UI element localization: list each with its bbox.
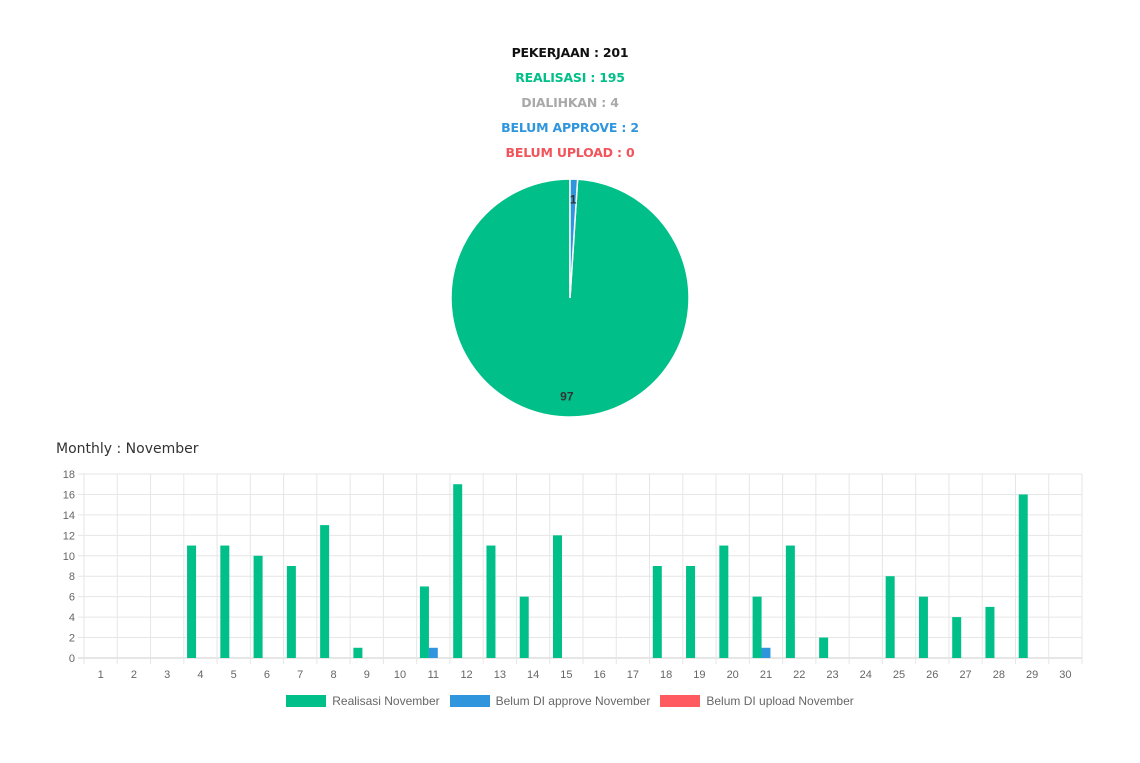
bar-0-23[interactable] — [819, 637, 829, 658]
legend-swatch-realisasi — [286, 695, 327, 707]
x-tick-label: 3 — [164, 669, 170, 681]
y-tick-label: 10 — [63, 551, 75, 563]
bar-0-11[interactable] — [419, 586, 429, 658]
monthly-title: Monthly : November — [56, 441, 199, 457]
bar-0-18[interactable] — [652, 566, 662, 658]
x-tick-label: 24 — [860, 669, 872, 681]
bar-0-7[interactable] — [286, 566, 296, 658]
x-tick-label: 13 — [494, 669, 506, 681]
y-tick-label: 14 — [63, 510, 75, 522]
x-tick-label: 30 — [1059, 669, 1071, 681]
x-tick-label: 9 — [364, 669, 370, 681]
y-tick-label: 18 — [63, 469, 75, 481]
belum-approve-count: BELUM APPROVE : 2 — [501, 120, 639, 135]
bar-0-25[interactable] — [885, 576, 895, 658]
legend-item-realisasi[interactable]: Realisasi November — [286, 694, 440, 708]
pie-chart: 97 1 — [450, 178, 690, 418]
x-tick-label: 1 — [98, 669, 104, 681]
x-tick-label: 29 — [1026, 669, 1038, 681]
bar-0-13[interactable] — [486, 545, 496, 658]
bar-0-15[interactable] — [552, 535, 562, 658]
x-tick-label: 19 — [693, 669, 705, 681]
bar-0-19[interactable] — [686, 566, 696, 658]
pekerjaan-total: PEKERJAAN : 201 — [511, 45, 629, 60]
x-tick-label: 10 — [394, 669, 406, 681]
summary-stats: PEKERJAAN : 201 REALISASI : 195 DIALIHKA… — [0, 44, 1140, 169]
x-tick-label: 20 — [727, 669, 739, 681]
bar-0-21[interactable] — [752, 596, 762, 658]
x-tick-label: 18 — [660, 669, 672, 681]
x-tick-label: 8 — [330, 669, 336, 681]
bar-0-29[interactable] — [1018, 494, 1028, 658]
bar-1-11[interactable] — [428, 647, 438, 658]
bar-0-22[interactable] — [785, 545, 795, 658]
legend-label-belum-approve: Belum DI approve November — [495, 694, 651, 708]
bar-1-21[interactable] — [761, 647, 771, 658]
x-tick-label: 21 — [760, 669, 772, 681]
bar-0-9[interactable] — [353, 647, 363, 658]
belum-upload-count: BELUM UPLOAD : 0 — [505, 145, 635, 160]
bar-0-6[interactable] — [253, 555, 263, 658]
bar-0-5[interactable] — [220, 545, 230, 658]
y-tick-label: 6 — [69, 592, 75, 604]
x-tick-label: 27 — [959, 669, 971, 681]
x-tick-label: 23 — [826, 669, 838, 681]
x-tick-label: 6 — [264, 669, 270, 681]
bar-0-26[interactable] — [918, 596, 928, 658]
x-tick-label: 28 — [993, 669, 1005, 681]
x-tick-label: 14 — [527, 669, 539, 681]
y-tick-label: 4 — [69, 612, 75, 624]
bar-0-8[interactable] — [320, 525, 330, 658]
x-tick-label: 15 — [560, 669, 572, 681]
x-tick-label: 5 — [231, 669, 237, 681]
pie-slice-label-0: 97 — [560, 390, 574, 404]
legend-swatch-belum-approve — [449, 695, 490, 707]
pie-slice-label-1: 1 — [570, 192, 577, 206]
legend-item-belum-upload[interactable]: Belum DI upload November — [660, 694, 854, 708]
bar-0-28[interactable] — [985, 606, 995, 658]
x-tick-label: 26 — [926, 669, 938, 681]
y-tick-label: 16 — [63, 489, 75, 501]
x-tick-label: 22 — [793, 669, 805, 681]
realisasi-count: REALISASI : 195 — [515, 70, 625, 85]
legend-item-belum-approve[interactable]: Belum DI approve November — [449, 694, 651, 708]
bar-0-4[interactable] — [187, 545, 197, 658]
x-tick-label: 12 — [460, 669, 472, 681]
y-tick-label: 12 — [63, 530, 75, 542]
bar-0-14[interactable] — [519, 596, 529, 658]
legend-swatch-belum-upload — [660, 695, 701, 707]
x-tick-label: 7 — [297, 669, 303, 681]
y-tick-label: 0 — [69, 653, 75, 665]
legend-label-belum-upload: Belum DI upload November — [706, 694, 854, 708]
x-tick-label: 2 — [131, 669, 137, 681]
chart-legend: Realisasi November Belum DI approve Nove… — [0, 694, 1140, 708]
x-tick-label: 16 — [594, 669, 606, 681]
legend-label-realisasi: Realisasi November — [332, 694, 440, 708]
bar-0-20[interactable] — [719, 545, 729, 658]
x-tick-label: 4 — [197, 669, 203, 681]
pie-slice-1[interactable] — [569, 178, 579, 299]
bar-0-12[interactable] — [453, 484, 463, 658]
y-tick-label: 2 — [69, 633, 75, 645]
y-tick-label: 8 — [69, 571, 75, 583]
bar-0-27[interactable] — [952, 617, 962, 658]
x-tick-label: 17 — [627, 669, 639, 681]
x-tick-label: 11 — [428, 669, 439, 681]
dialihkan-count: DIALIHKAN : 4 — [521, 95, 619, 110]
x-tick-label: 25 — [893, 669, 905, 681]
